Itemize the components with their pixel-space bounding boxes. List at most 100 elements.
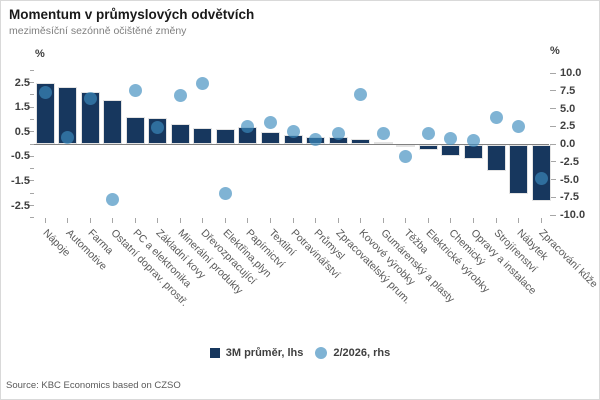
left-axis-tick	[27, 82, 34, 83]
bar	[441, 145, 461, 157]
scatter-dot	[512, 119, 526, 133]
left-axis-tick-label: -2.5	[11, 199, 30, 212]
scatter-dot	[218, 187, 232, 201]
legend-bar-label: 3M průměr, lhs	[225, 347, 304, 359]
right-axis-tick-label: 7.5	[560, 84, 576, 97]
right-axis-tick	[550, 90, 556, 92]
scatter-dot	[399, 150, 413, 164]
x-axis-tick	[495, 218, 497, 223]
scatter-dot	[196, 77, 210, 91]
scatter-dot	[331, 126, 345, 140]
right-axis-unit: %	[550, 45, 560, 57]
scatter-dot	[286, 125, 300, 139]
left-axis-tick	[30, 217, 34, 219]
bar	[373, 141, 393, 144]
x-axis-tick	[44, 218, 46, 223]
left-axis-tick	[27, 180, 34, 182]
bar	[215, 129, 235, 144]
left-axis-tick	[30, 143, 34, 145]
legend-bar-marker	[209, 348, 220, 358]
source-note: Source: KBC Economics based on CZSO	[6, 380, 181, 391]
bar	[35, 82, 55, 144]
x-axis-tick	[224, 218, 226, 223]
x-axis-tick	[112, 218, 114, 223]
left-axis-tick-label: -1.5	[11, 174, 30, 187]
scatter-dot	[489, 111, 503, 125]
bar	[193, 128, 213, 144]
scatter-dot	[444, 131, 458, 145]
scatter-dot	[264, 116, 277, 130]
left-axis-tick-label: 2.5	[14, 76, 30, 89]
left-axis-tick	[30, 168, 34, 170]
scatter-dot	[309, 133, 323, 147]
x-axis-tick	[360, 218, 362, 223]
right-axis-tick-label: -7.5	[560, 191, 579, 204]
right-axis-tick-label: 2.5	[560, 120, 576, 133]
legend-dot-marker	[315, 347, 328, 359]
right-axis-tick	[550, 108, 556, 109]
bar	[103, 99, 123, 144]
x-axis-tick	[202, 218, 204, 223]
scatter-dot	[128, 84, 142, 98]
bar	[509, 145, 529, 195]
scatter-dot	[173, 89, 187, 103]
right-axis-tick-label: 10.0	[560, 67, 582, 79]
right-axis-tick	[550, 161, 556, 163]
x-axis-tick	[315, 218, 317, 223]
right-axis-tick	[550, 143, 556, 145]
bar	[463, 145, 483, 159]
bar	[170, 124, 190, 144]
left-axis-tick-label: 0.5	[14, 125, 30, 138]
right-axis-tick-label: -2.5	[560, 155, 579, 168]
bar	[125, 116, 145, 144]
x-axis-tick	[337, 218, 339, 223]
right-axis-tick-label: -5.0	[560, 173, 579, 186]
right-axis-tick	[550, 125, 556, 127]
x-axis-tick	[270, 218, 271, 223]
scatter-dot	[376, 126, 390, 140]
left-axis-tick	[27, 205, 34, 206]
x-axis-tick	[247, 218, 249, 223]
right-axis-tick	[550, 72, 556, 74]
x-axis-tick	[472, 218, 474, 223]
scatter-dot	[106, 192, 120, 206]
left-axis-tick-label: -0.5	[11, 150, 30, 163]
x-axis-tick	[179, 218, 181, 223]
right-axis-tick	[550, 214, 556, 216]
left-axis-unit: %	[35, 48, 45, 60]
chart-title: Momentum v průmyslových odvětvích	[9, 7, 255, 22]
left-axis-tick	[27, 155, 34, 157]
bar	[486, 145, 506, 172]
x-axis-tick	[382, 218, 384, 223]
x-axis-tick	[89, 218, 91, 223]
x-axis-tick	[292, 218, 294, 223]
scatter-dot	[354, 87, 368, 101]
scatter-dot	[241, 119, 255, 133]
right-axis-tick-label: 0.0	[560, 138, 576, 150]
scatter-dot	[534, 171, 548, 185]
legend-dot-label: 2/2026, rhs	[333, 347, 391, 359]
x-axis-tick	[134, 218, 136, 223]
left-axis-tick-label: 1.5	[14, 101, 30, 114]
zero-axis-line	[34, 143, 549, 145]
scatter-dot	[421, 126, 435, 140]
legend: 3M průměr, lhs 2/2026, rhs	[1, 347, 599, 359]
x-axis-tick	[67, 218, 69, 223]
scatter-dot	[151, 121, 165, 135]
scatter-dot	[61, 131, 75, 145]
x-axis-tick	[427, 218, 429, 223]
right-axis-tick-label: 5.0	[560, 102, 576, 115]
left-axis-tick	[30, 69, 34, 71]
bar	[351, 139, 371, 144]
left-axis-tick	[30, 118, 34, 120]
left-axis-tick	[30, 192, 34, 194]
bar	[396, 145, 416, 147]
bar	[418, 145, 438, 151]
right-axis-tick	[550, 196, 556, 198]
left-axis-tick	[27, 131, 34, 133]
x-axis-tick	[450, 218, 452, 223]
scatter-dot	[83, 92, 97, 106]
x-axis-tick	[157, 218, 159, 223]
right-axis-tick	[550, 179, 556, 180]
